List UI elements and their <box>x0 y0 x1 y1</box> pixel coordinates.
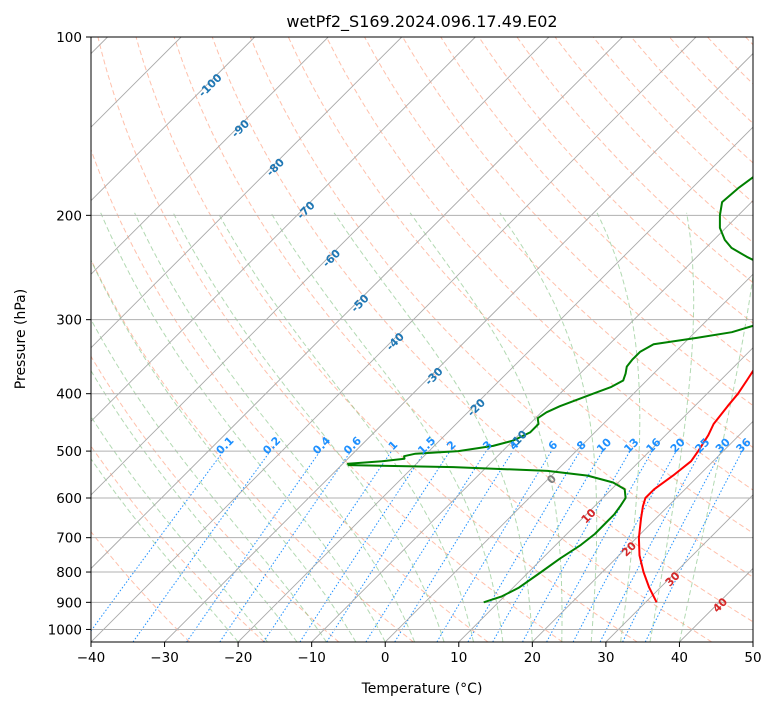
x-axis-label: Temperature (°C) <box>361 681 483 697</box>
x-tick-label: 50 <box>744 650 761 666</box>
plot-background <box>91 37 753 642</box>
y-tick-label: 700 <box>56 531 82 547</box>
y-axis-label: Pressure (hPa) <box>13 289 29 389</box>
x-tick-label: −30 <box>150 650 179 666</box>
x-tick-label: −10 <box>297 650 326 666</box>
y-tick-label: 1000 <box>48 622 82 638</box>
y-tick-label: 400 <box>56 387 82 403</box>
y-tick-label: 800 <box>56 565 82 581</box>
x-tick-label: 0 <box>381 650 390 666</box>
x-tick-label: 30 <box>597 650 614 666</box>
y-axis: 100 200 300 400 500 600 700 800 900 1000 <box>48 30 91 638</box>
x-tick-label: −40 <box>77 650 106 666</box>
chart-title: wetPf2_S169.2024.096.17.49.E02 <box>286 12 557 32</box>
y-tick-label: 500 <box>56 444 82 460</box>
x-tick-label: 40 <box>671 650 688 666</box>
x-tick-label: −20 <box>224 650 253 666</box>
x-tick-label: 20 <box>524 650 541 666</box>
x-tick-label: 10 <box>450 650 467 666</box>
y-tick-label: 300 <box>56 313 82 329</box>
y-tick-label: 600 <box>56 491 82 507</box>
y-tick-label: 100 <box>56 30 82 46</box>
y-tick-label: 200 <box>56 208 82 224</box>
x-axis: −40 −30 −20 −10 0 10 20 30 40 50 <box>77 642 762 666</box>
skew-isotherm <box>753 37 775 642</box>
y-tick-label: 900 <box>56 595 82 611</box>
